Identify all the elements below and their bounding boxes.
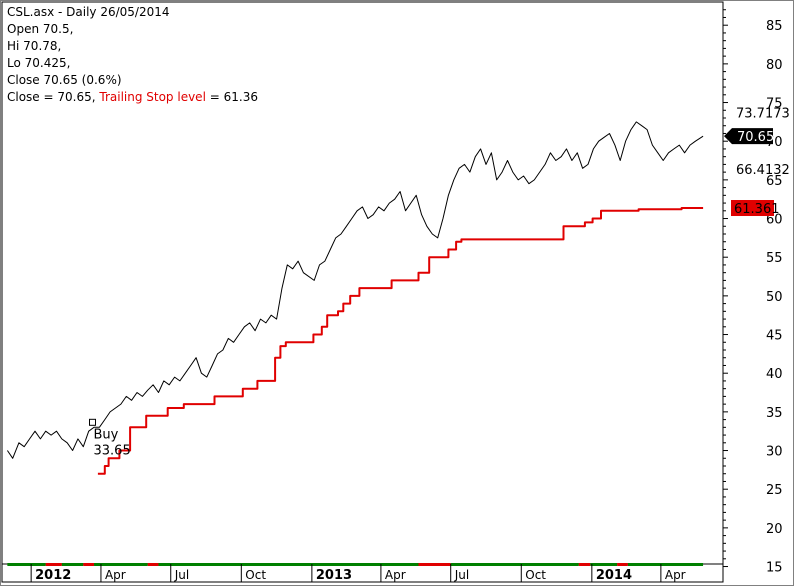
y-tick-label: 75 [766, 97, 783, 112]
plot-area [1, 1, 724, 583]
x-tick-label: Oct [525, 568, 546, 582]
band-segment-10 [590, 563, 618, 566]
y-tick-label: 50 [766, 290, 783, 305]
signal-band [7, 563, 704, 566]
high-value: Hi 70.78, [7, 39, 62, 53]
y-tick-label: 80 [766, 58, 783, 73]
y-tick-label: 65 [766, 174, 783, 189]
band-segment-3 [83, 563, 95, 566]
y-tick-label: 30 [766, 445, 783, 460]
close-eq: Close = 70.65, [7, 90, 96, 104]
buy-label: Buy [94, 427, 119, 442]
high-label: 73.7173 [736, 106, 790, 121]
stop-badge-label: 61.361 [734, 202, 780, 217]
buy-marker [89, 418, 97, 426]
y-tick-label: 25 [766, 483, 783, 498]
stop-badge [731, 200, 774, 217]
trailing-stop-name: Trailing Stop level [99, 90, 206, 104]
y-tick-label: 20 [766, 522, 783, 537]
date-axis: 2012 Apr Jul Oct 2013 Apr Jul Oct 2014 Apr [30, 564, 686, 583]
x-tick-label: 2014 [596, 568, 632, 583]
band-segment-5 [147, 563, 159, 566]
x-tick-label: 2012 [35, 568, 71, 583]
band-segment-11 [617, 563, 628, 566]
x-tick-label: Jul [454, 568, 469, 582]
series-group [6, 121, 704, 475]
band-segment-1 [45, 563, 62, 566]
band-segment-6 [158, 563, 419, 566]
y-tick-label: 15 [766, 561, 783, 576]
y-tick-label: 35 [766, 406, 783, 421]
band-segment-9 [578, 563, 591, 566]
close-badge [724, 128, 773, 145]
y-tick-label: 40 [766, 367, 783, 382]
price-line [6, 121, 704, 459]
x-tick-label: 2013 [316, 568, 352, 583]
x-tick-label: Apr [665, 568, 686, 582]
y-tick-label: 55 [766, 251, 783, 266]
close-badge-label: 70.65 [737, 130, 774, 145]
close-value: Close 70.65 (0.6%) [7, 73, 122, 87]
y-tick-label: 45 [766, 329, 783, 344]
buy-price: 33.65 [94, 443, 131, 458]
y-tick-label: 85 [766, 19, 783, 34]
band-segment-4 [94, 563, 148, 566]
x-tick-label: Oct [245, 568, 266, 582]
trailing-stop-line [97, 207, 704, 475]
low-value: Lo 70.425, [7, 56, 71, 70]
indicator-line: Close = 70.65, Trailing Stop level = 61.… [7, 89, 258, 106]
x-tick-label: Jul [174, 568, 189, 582]
low-label: 66.4132 [736, 163, 790, 178]
band-segment-12 [627, 563, 704, 566]
x-tick-label: Apr [385, 568, 406, 582]
chart-title: CSL.asx - Daily 26/05/2014 [7, 5, 170, 19]
open-value: Open 70.5, [7, 22, 74, 36]
y-tick-label: 60 [766, 213, 783, 228]
band-segment-0 [7, 563, 46, 566]
band-segment-2 [61, 563, 84, 566]
band-segment-7 [418, 563, 451, 566]
trailing-stop-value: = 61.36 [209, 90, 258, 104]
band-segment-8 [450, 563, 579, 566]
x-tick-label: Apr [105, 568, 126, 582]
